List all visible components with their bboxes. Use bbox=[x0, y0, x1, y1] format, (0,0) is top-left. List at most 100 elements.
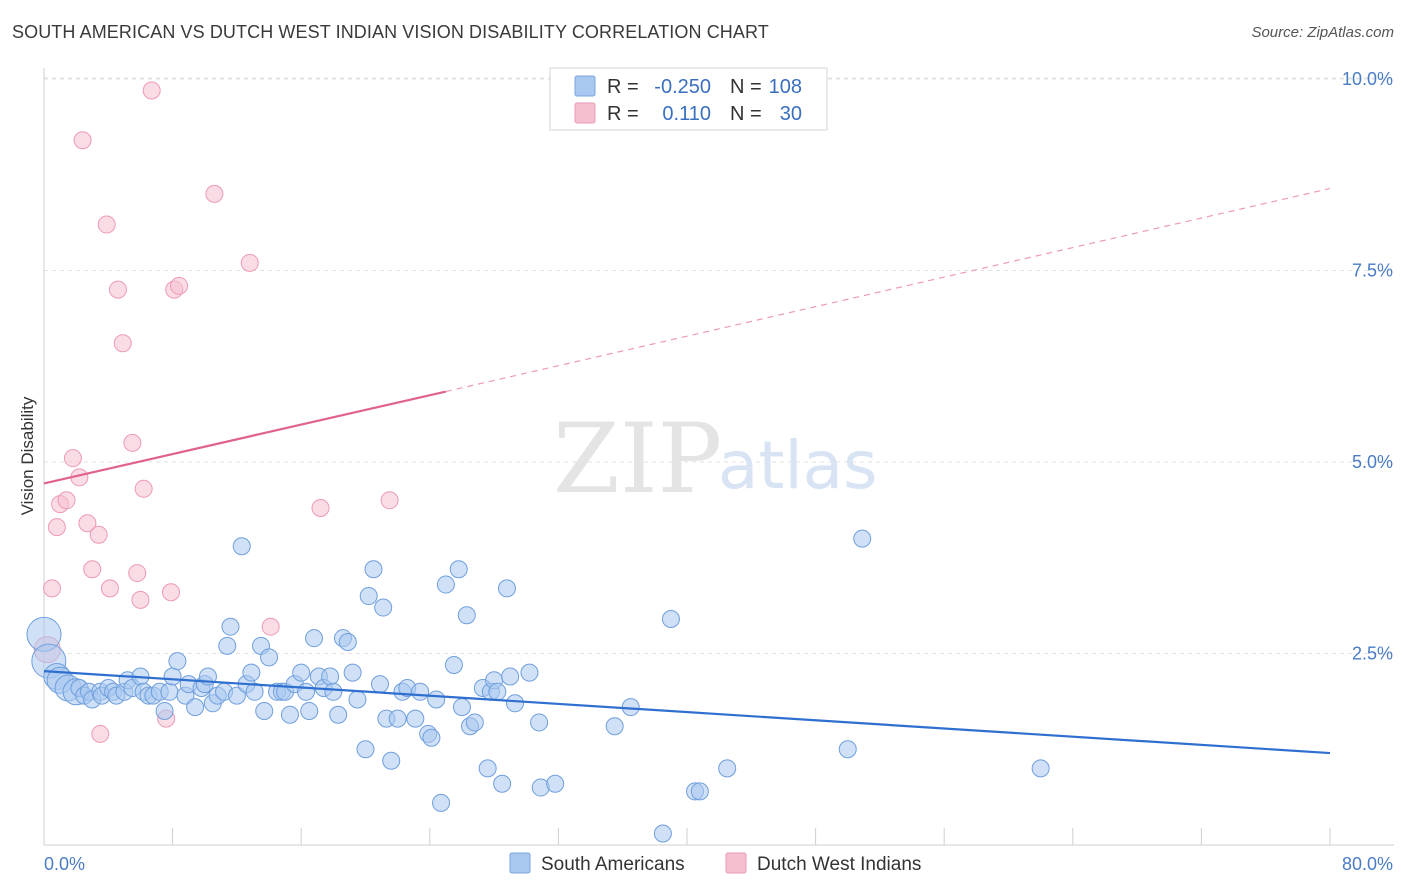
y-tick-labels: 2.5% 5.0% 7.5% 10.0% bbox=[1342, 69, 1393, 664]
south-american-point-98 bbox=[546, 774, 565, 793]
dutch-west-indian-point-27 bbox=[261, 617, 280, 636]
dutch-west-indians-trendline bbox=[43, 390, 447, 485]
legend-n-label-1: N = bbox=[730, 76, 762, 98]
south-americans-trendline bbox=[43, 670, 1331, 755]
south-american-point-108 bbox=[1031, 759, 1050, 778]
south-american-point-42 bbox=[245, 682, 264, 701]
south-american-point-57 bbox=[321, 667, 340, 686]
x-tick-label-min: 0.0% bbox=[44, 854, 85, 874]
south-american-point-79 bbox=[432, 793, 451, 812]
x-tick-label-max: 80.0% bbox=[1342, 854, 1393, 874]
south-american-point-54 bbox=[305, 629, 324, 648]
dutch-west-indian-point-19 bbox=[134, 479, 153, 498]
south-american-point-102 bbox=[661, 610, 680, 629]
south-american-point-26 bbox=[168, 652, 187, 671]
dutch-west-indian-point-26 bbox=[240, 253, 259, 272]
dutch-west-indian-point-11 bbox=[91, 724, 110, 743]
y-tick-label-3: 10.0% bbox=[1342, 69, 1393, 89]
dutch-west-indian-point-7 bbox=[73, 131, 92, 150]
south-american-point-62 bbox=[343, 663, 362, 682]
south-american-point-37 bbox=[221, 617, 240, 636]
gridlines bbox=[44, 77, 1394, 654]
south-american-point-45 bbox=[260, 648, 279, 667]
south-american-point-44 bbox=[255, 701, 274, 720]
south-americans-points bbox=[26, 529, 1050, 843]
watermark: ZIP atlas bbox=[553, 403, 878, 515]
south-american-point-63 bbox=[348, 690, 367, 709]
south-american-point-106 bbox=[838, 740, 857, 759]
correlation-legend: R = -0.250 N = 108 R = 0.110 N = 30 bbox=[549, 67, 828, 131]
watermark-zip: ZIP bbox=[553, 403, 722, 515]
south-american-point-99 bbox=[605, 717, 624, 736]
dutch-west-indian-point-25 bbox=[205, 184, 224, 203]
dutch-west-indian-point-1 bbox=[43, 579, 62, 598]
south-american-point-109 bbox=[520, 663, 539, 682]
south-american-point-70 bbox=[382, 751, 401, 770]
south-american-point-84 bbox=[457, 606, 476, 625]
south-american-point-24 bbox=[160, 682, 179, 701]
south-american-point-29 bbox=[186, 698, 205, 717]
legend-swatch-south-americans bbox=[574, 75, 596, 97]
south-american-point-94 bbox=[501, 667, 520, 686]
dutch-west-indian-point-29 bbox=[380, 491, 399, 510]
bottom-legend-swatch-dutch-west-indians bbox=[725, 852, 747, 874]
south-american-point-38 bbox=[227, 686, 246, 705]
source-credit: Source: ZipAtlas.com bbox=[1251, 24, 1394, 41]
bottom-legend-label-south-americans: South Americans bbox=[541, 854, 685, 875]
series-legend: South Americans Dutch West Indians bbox=[509, 852, 921, 875]
south-american-point-107 bbox=[853, 529, 872, 548]
legend-n-value-2: 30 bbox=[780, 103, 802, 125]
south-american-point-105 bbox=[718, 759, 737, 778]
y-tick-label-0: 2.5% bbox=[1352, 644, 1393, 664]
south-american-point-52 bbox=[297, 682, 316, 701]
south-american-point-61 bbox=[338, 633, 357, 652]
dutch-west-indian-point-17 bbox=[128, 564, 147, 583]
south-american-point-36 bbox=[218, 636, 237, 655]
dutch-west-indian-point-9 bbox=[83, 560, 102, 579]
south-american-point-41 bbox=[242, 663, 261, 682]
south-american-point-77 bbox=[422, 728, 441, 747]
dutch-west-indian-point-18 bbox=[131, 590, 150, 609]
legend-box bbox=[549, 67, 828, 131]
south-american-point-68 bbox=[374, 598, 393, 617]
south-american-point-75 bbox=[411, 682, 430, 701]
legend-swatch-dutch-west-indians bbox=[574, 102, 596, 124]
dutch-west-indian-point-10 bbox=[89, 525, 108, 544]
legend-r-value-2: 0.110 bbox=[662, 103, 711, 125]
y-tick-label-2: 7.5% bbox=[1352, 261, 1393, 281]
south-american-point-104 bbox=[690, 782, 709, 801]
dutch-west-indian-point-8 bbox=[78, 514, 97, 533]
dutch-west-indians-trendline-projection bbox=[445, 187, 1331, 393]
dutch-west-indian-point-16 bbox=[123, 433, 142, 452]
south-american-point-64 bbox=[356, 740, 375, 759]
south-american-point-78 bbox=[427, 690, 446, 709]
south-american-point-91 bbox=[488, 682, 507, 701]
axes bbox=[43, 68, 1394, 846]
dutch-west-indian-point-15 bbox=[113, 334, 132, 353]
dutch-west-indian-point-2 bbox=[47, 518, 66, 537]
y-axis-title: Vision Disability bbox=[18, 396, 37, 515]
south-american-point-59 bbox=[329, 705, 348, 724]
dutch-west-indian-point-4 bbox=[57, 491, 76, 510]
south-american-point-66 bbox=[364, 560, 383, 579]
south-american-point-71 bbox=[388, 709, 407, 728]
trendlines bbox=[43, 187, 1331, 755]
south-american-point-88 bbox=[478, 759, 497, 778]
south-american-point-81 bbox=[444, 655, 463, 674]
south-american-point-25 bbox=[163, 667, 182, 686]
chart-title: SOUTH AMERICAN VS DUTCH WEST INDIAN VISI… bbox=[12, 22, 769, 42]
legend-n-value-1: 108 bbox=[769, 76, 802, 98]
south-american-point-39 bbox=[232, 537, 251, 556]
south-american-point-65 bbox=[359, 587, 378, 606]
y-tick-label-1: 5.0% bbox=[1352, 452, 1393, 472]
south-american-point-58 bbox=[324, 682, 343, 701]
legend-n-label-2: N = bbox=[730, 103, 762, 125]
dutch-west-indian-point-14 bbox=[108, 280, 127, 299]
south-american-point-74 bbox=[406, 709, 425, 728]
south-american-point-93 bbox=[497, 579, 516, 598]
south-american-point-67 bbox=[370, 675, 389, 694]
dutch-west-indian-point-13 bbox=[100, 579, 119, 598]
dutch-west-indian-point-5 bbox=[63, 449, 82, 468]
watermark-atlas: atlas bbox=[718, 427, 878, 504]
legend-r-value-1: -0.250 bbox=[654, 76, 711, 98]
